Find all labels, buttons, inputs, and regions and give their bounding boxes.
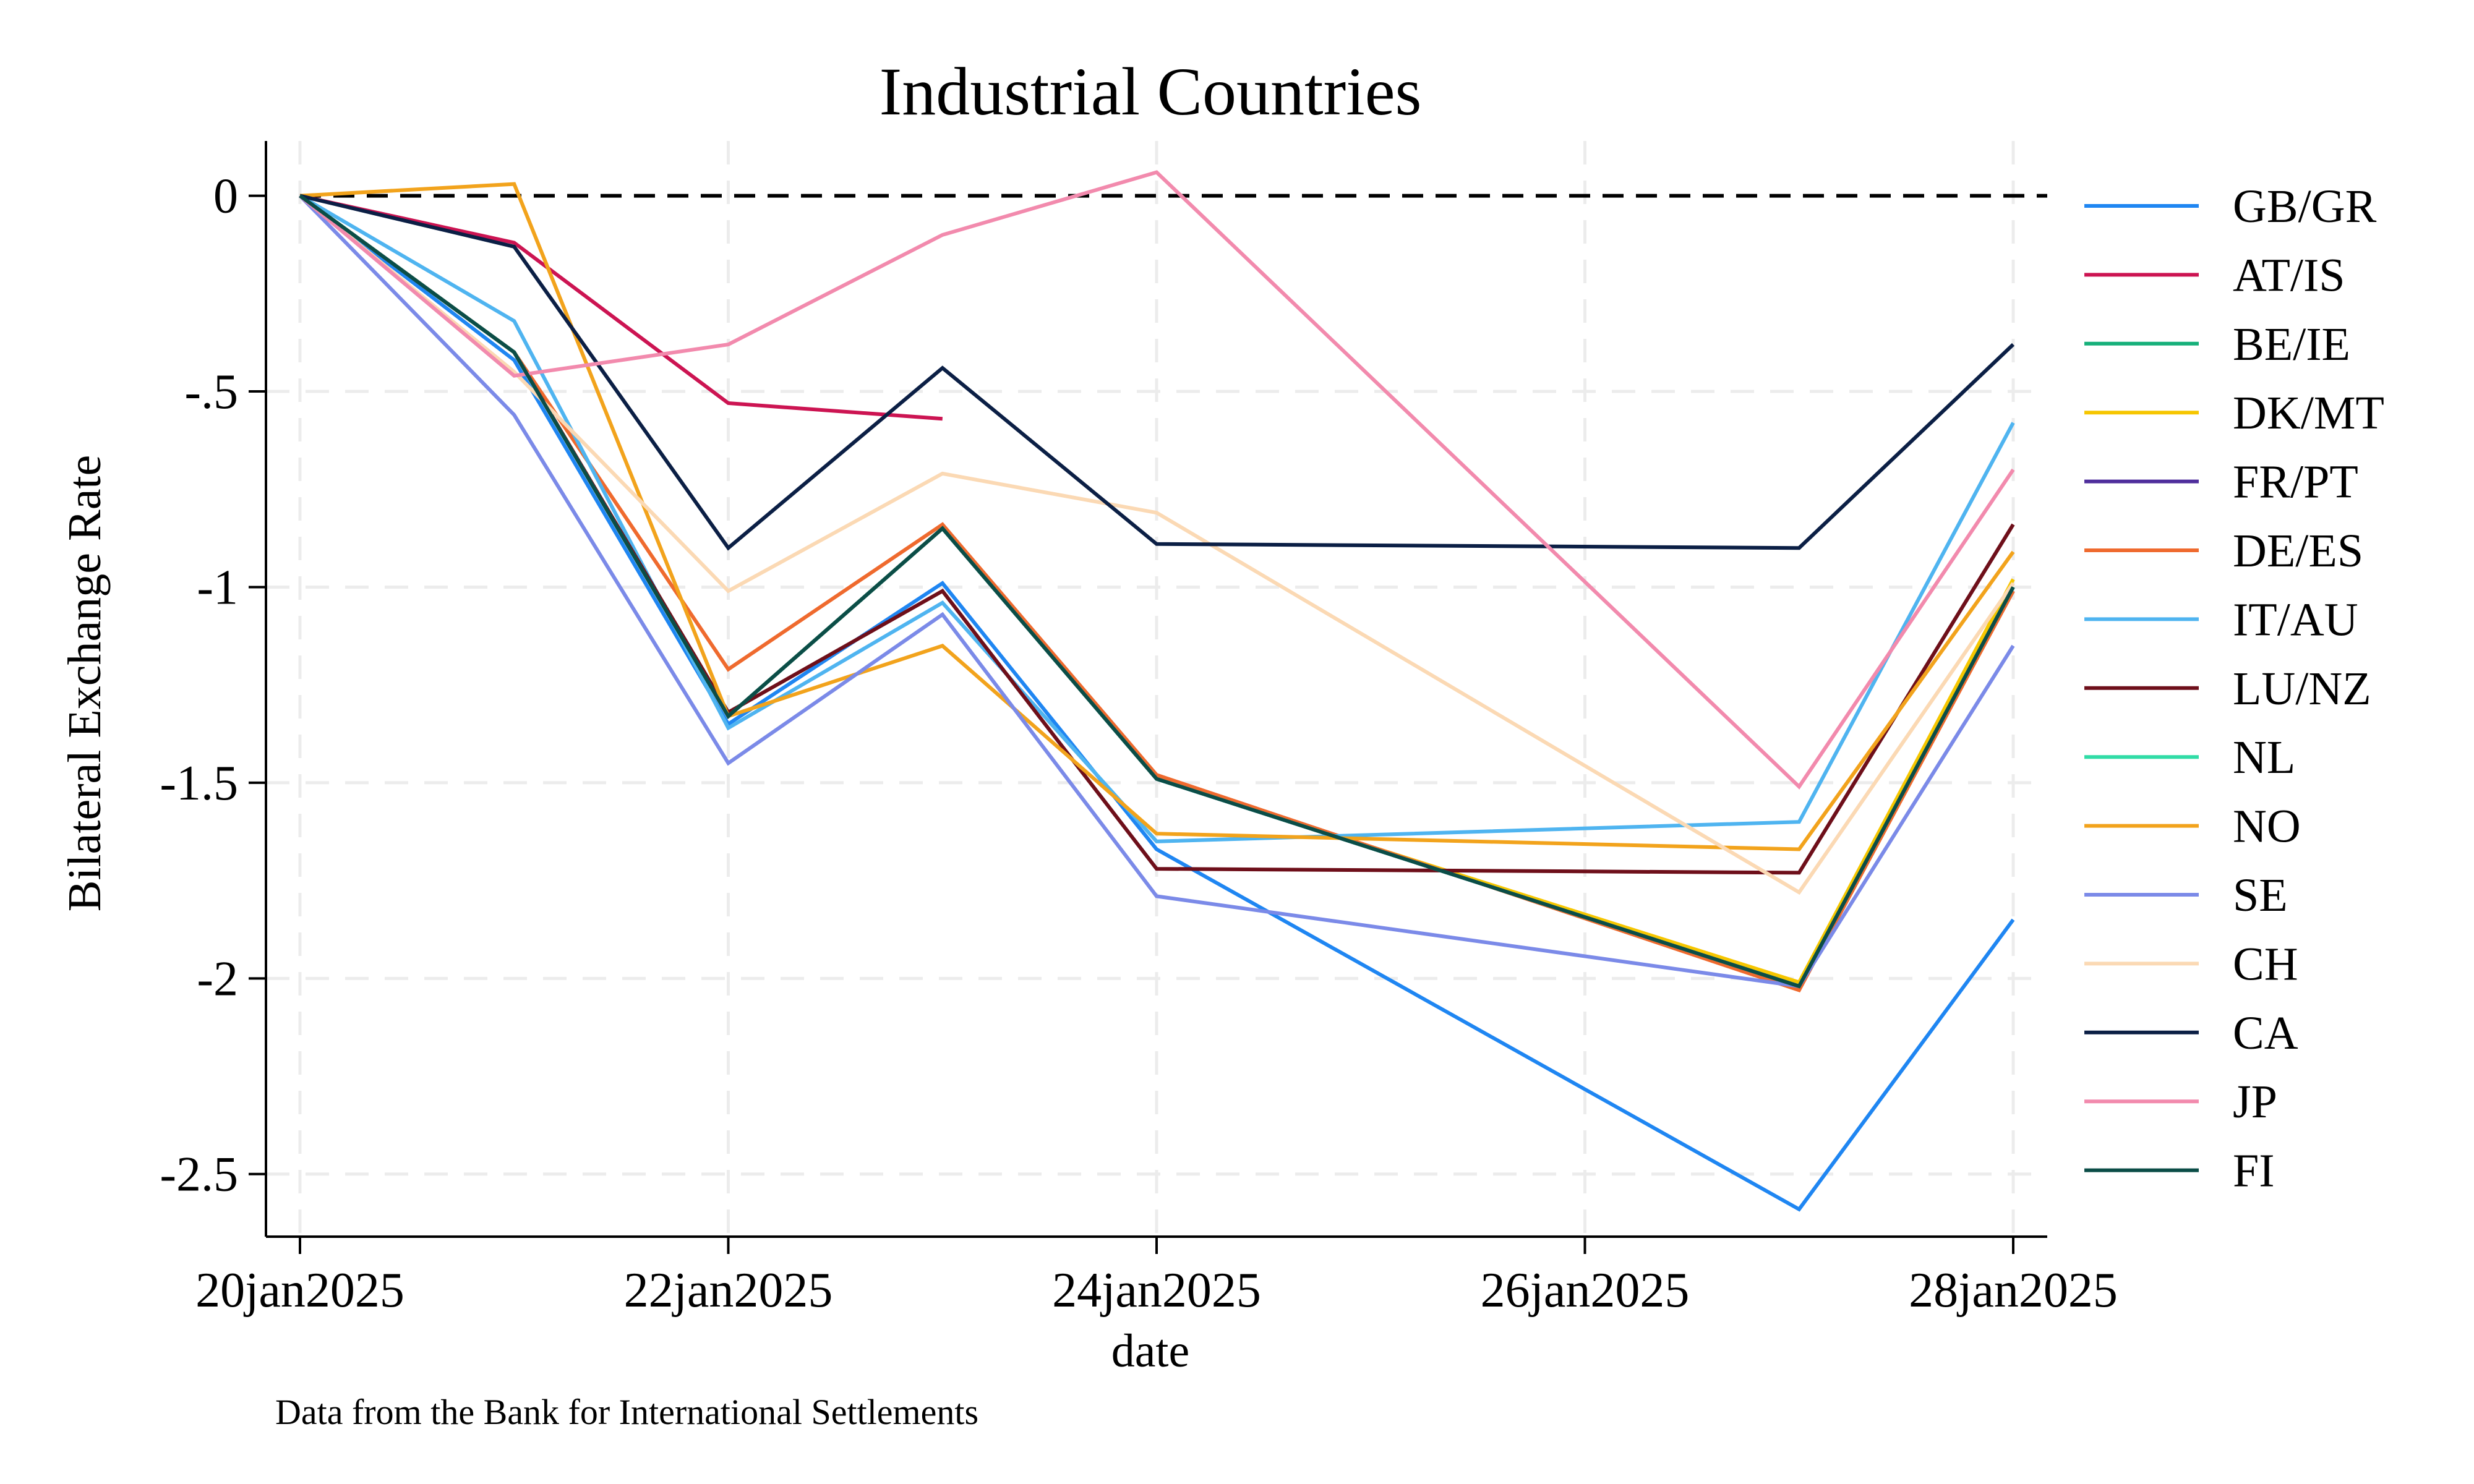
x-axis-label: date bbox=[1111, 1325, 1190, 1377]
series-line-gb-gr bbox=[299, 194, 2015, 1212]
series-line-fi bbox=[299, 194, 2015, 989]
chart-title: Industrial Countries bbox=[880, 54, 1422, 129]
series-line-no bbox=[299, 182, 2015, 851]
y-axis-ticks: 0 -.5 -1 -1.5 -2 -2.5 bbox=[160, 169, 266, 1202]
series-line-ca bbox=[299, 194, 2015, 551]
legend-label-se: SE bbox=[2233, 869, 2288, 921]
legend-label-jp: JP bbox=[2233, 1076, 2277, 1128]
y-tick-label: -2 bbox=[197, 952, 238, 1006]
series-line-it-au bbox=[299, 194, 2015, 843]
legend-label-no: NO bbox=[2233, 801, 2301, 853]
y-tick-label: -1.5 bbox=[160, 756, 238, 811]
grid-lines bbox=[266, 141, 2047, 1237]
series-line-ch bbox=[299, 194, 2015, 895]
legend-label-ch: CH bbox=[2233, 938, 2298, 990]
source-note: Data from the Bank for International Set… bbox=[275, 1392, 978, 1432]
y-tick-label: 0 bbox=[213, 169, 238, 224]
legend-label-gb-gr: GB/GR bbox=[2233, 181, 2377, 232]
series-lines bbox=[298, 170, 2015, 1212]
y-tick-label: -1 bbox=[197, 560, 238, 615]
legend-label-lu-nz: LU/NZ bbox=[2233, 663, 2371, 715]
x-tick-label: 28jan2025 bbox=[1909, 1263, 2118, 1318]
y-tick-label: -.5 bbox=[184, 365, 238, 419]
legend-label-dk-mt: DK/MT bbox=[2233, 387, 2384, 439]
legend-label-fr-pt: FR/PT bbox=[2233, 456, 2358, 508]
series-line-lu-nz bbox=[299, 194, 2015, 875]
legend-label-fi: FI bbox=[2233, 1145, 2275, 1197]
legend-label-de-es: DE/ES bbox=[2233, 525, 2363, 577]
y-tick-label: -2.5 bbox=[160, 1148, 238, 1202]
legend: GB/GR AT/IS BE/IE DK/MT FR/PT DE/ES IT/AU LU/NZ… bbox=[2084, 181, 2384, 1197]
x-tick-label: 24jan2025 bbox=[1052, 1263, 1261, 1318]
legend-label-nl: NL bbox=[2233, 731, 2295, 783]
series-line-at-is bbox=[299, 194, 943, 421]
x-tick-label: 26jan2025 bbox=[1481, 1263, 1690, 1318]
x-tick-label: 22jan2025 bbox=[624, 1263, 833, 1318]
legend-label-ca: CA bbox=[2233, 1007, 2298, 1059]
x-axis-ticks: 20jan2025 22jan2025 24jan2025 26jan2025 28ja… bbox=[195, 1237, 2118, 1318]
legend-label-be-ie: BE/IE bbox=[2233, 318, 2350, 370]
legend-label-at-is: AT/IS bbox=[2233, 249, 2345, 301]
y-axis-label: Bilateral Exchange Rate bbox=[59, 455, 111, 912]
series-line-jp bbox=[299, 170, 2015, 790]
legend-label-it-au: IT/AU bbox=[2233, 594, 2358, 646]
x-tick-label: 20jan2025 bbox=[195, 1263, 404, 1318]
